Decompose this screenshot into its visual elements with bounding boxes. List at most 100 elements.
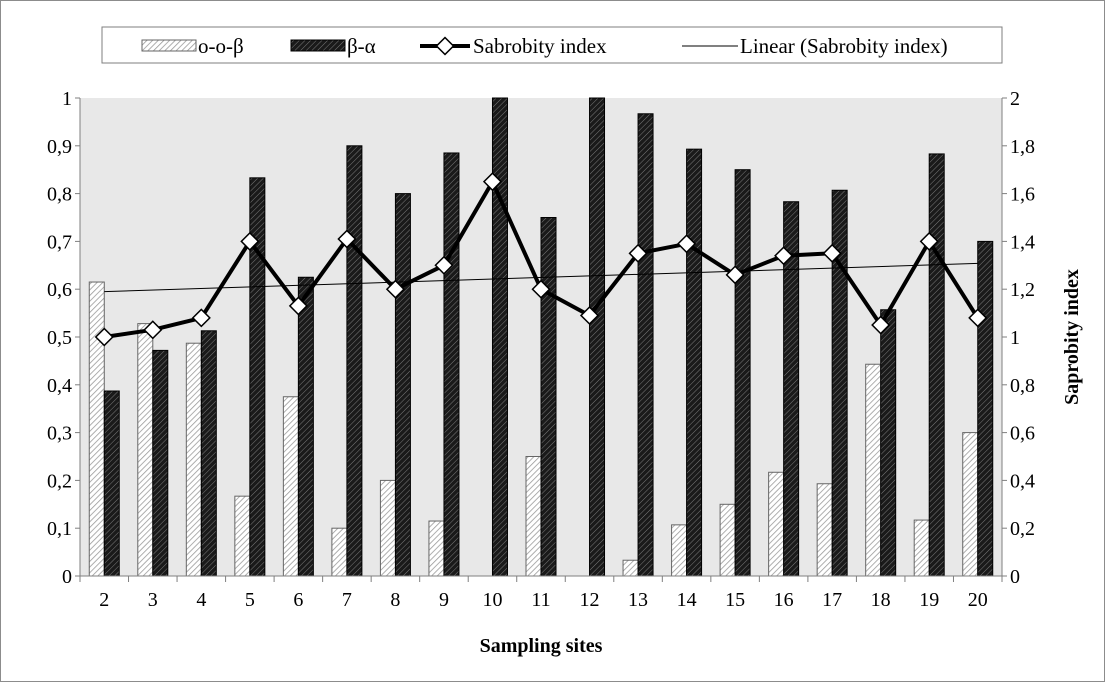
- bar-o-o-beta-site-19: [913, 519, 930, 577]
- lines-layer: [94, 172, 988, 347]
- marker-sabrobity-index-site-10: [482, 172, 503, 192]
- legend-swatch-dark-bars: [290, 39, 346, 52]
- x-tick-label-11: 11: [531, 589, 550, 611]
- bar-beta-alpha-site-14: [686, 148, 703, 577]
- bar-beta-alpha-site-10: [491, 97, 508, 577]
- y2-tick-label: 2: [1010, 88, 1020, 110]
- marker-sabrobity-index-site-13: [628, 243, 648, 263]
- bar-beta-alpha-site-20: [977, 240, 994, 577]
- x-tick-label-14: 14: [677, 589, 697, 611]
- marker-sabrobity-index-site-20: [968, 308, 988, 328]
- marker-sabrobity-index-site-19: [919, 231, 939, 251]
- bar-o-o-beta-site-17: [816, 483, 833, 577]
- x-tick-label-19: 19: [919, 589, 939, 611]
- x-tick-label-12: 12: [580, 589, 600, 611]
- bar-o-o-beta-site-13: [622, 559, 639, 577]
- x-tick-label-7: 7: [342, 589, 352, 611]
- marker-sabrobity-index-site-12: [579, 305, 600, 326]
- marker-sabrobity-index-site-3: [143, 320, 163, 340]
- y-tick-label: 0,2: [47, 470, 72, 492]
- marker-sabrobity-index-site-2: [94, 327, 114, 347]
- bar-o-o-beta-site-15: [719, 503, 736, 577]
- marker-sabrobity-index-site-14: [677, 234, 697, 254]
- y-tick-label: 1: [62, 88, 72, 110]
- y-tick-label: 0,5: [47, 327, 72, 349]
- x-tick-label-15: 15: [725, 589, 745, 611]
- marker-sabrobity-index-site-11: [531, 279, 551, 299]
- bar-o-o-beta-site-2: [88, 281, 105, 577]
- bar-beta-alpha-site-11: [540, 217, 557, 577]
- bar-o-o-beta-site-4: [185, 342, 202, 577]
- marker-sabrobity-index-site-15: [725, 265, 745, 285]
- legend-swatch-light-bars: [141, 39, 197, 52]
- x-tick-label-9: 9: [439, 589, 449, 611]
- y-tick-label: 0,9: [47, 136, 72, 158]
- bar-beta-alpha-site-15: [734, 169, 751, 577]
- y2-tick-label: 1: [1010, 327, 1020, 349]
- trendline-sabrobity-index: [104, 262, 978, 293]
- x-tick-label-18: 18: [871, 589, 891, 611]
- marker-sabrobity-index-site-18: [871, 315, 891, 335]
- bar-o-o-beta-site-3: [137, 323, 154, 577]
- y2-tick-label: 0: [1010, 566, 1020, 588]
- marker-sabrobity-index-site-7: [337, 229, 357, 249]
- y2-tick-label: 0,6: [1010, 423, 1035, 445]
- y2-tick-label: 1,2: [1010, 279, 1035, 301]
- bar-o-o-beta-site-9: [428, 520, 445, 577]
- bar-beta-alpha-site-13: [637, 113, 654, 577]
- bar-beta-alpha-site-6: [297, 276, 314, 577]
- y2-tick-label: 0,4: [1010, 470, 1035, 492]
- legend-label-linear-trend: Linear (Sabrobity index): [740, 34, 948, 58]
- ticks-layer: 00,10,20,30,40,50,60,70,80,9100,20,40,60…: [47, 88, 1035, 611]
- x-tick-label-3: 3: [148, 589, 158, 611]
- y-tick-label: 0,4: [47, 375, 72, 397]
- bar-o-o-beta-site-6: [282, 396, 299, 577]
- y-tick-label: 0,6: [47, 279, 72, 301]
- marker-sabrobity-index-site-17: [822, 243, 842, 263]
- bar-o-o-beta-site-20: [962, 432, 979, 577]
- x-tick-label-16: 16: [774, 589, 794, 611]
- legend-box: [101, 26, 1003, 64]
- bar-o-o-beta-site-8: [379, 479, 396, 577]
- marker-sabrobity-index-site-9: [434, 255, 454, 275]
- y2-tick-label: 0,2: [1010, 518, 1035, 540]
- x-axis-title: Sampling sites: [480, 635, 603, 657]
- bar-beta-alpha-site-12: [589, 97, 606, 577]
- y2-axis-title: Saprobity index: [1061, 269, 1083, 405]
- y-tick-label: 0,8: [47, 184, 72, 206]
- marker-sabrobity-index-site-8: [385, 279, 405, 299]
- bar-beta-alpha-site-2: [103, 390, 120, 577]
- marker-sabrobity-index-site-5: [240, 231, 260, 251]
- x-tick-label-10: 10: [482, 589, 502, 611]
- bar-beta-alpha-site-3: [152, 349, 169, 577]
- bar-beta-alpha-site-4: [200, 330, 217, 577]
- marker-sabrobity-index-site-16: [774, 246, 794, 266]
- y-tick-label: 0,7: [47, 231, 72, 253]
- x-tick-label-2: 2: [99, 589, 109, 611]
- bar-o-o-beta-site-16: [768, 471, 785, 577]
- y2-tick-label: 0,8: [1010, 375, 1035, 397]
- bar-beta-alpha-site-18: [880, 309, 897, 577]
- x-tick-label-13: 13: [628, 589, 648, 611]
- bar-o-o-beta-site-7: [331, 527, 348, 577]
- bar-beta-alpha-site-7: [346, 145, 363, 577]
- x-tick-label-8: 8: [390, 589, 400, 611]
- bar-o-o-beta-site-18: [865, 363, 882, 577]
- bar-beta-alpha-site-9: [443, 152, 460, 577]
- y-tick-label: 0,1: [47, 518, 72, 540]
- bar-o-o-beta-site-11: [525, 456, 542, 577]
- y2-tick-label: 1,8: [1010, 136, 1035, 158]
- bar-o-o-beta-site-14: [671, 524, 688, 577]
- bar-beta-alpha-site-19: [928, 153, 945, 577]
- legend-label-beta-alpha: β-α: [347, 34, 376, 58]
- legend-label-o-o-beta: o-o-β: [198, 34, 244, 58]
- x-tick-label-6: 6: [293, 589, 303, 611]
- y2-tick-label: 1,6: [1010, 184, 1035, 206]
- y2-tick-label: 1,4: [1010, 231, 1035, 253]
- marker-sabrobity-index-site-6: [288, 296, 308, 316]
- bar-o-o-beta-site-5: [234, 495, 251, 577]
- x-tick-label-17: 17: [822, 589, 842, 611]
- y-tick-label: 0: [62, 566, 72, 588]
- marker-sabrobity-index-site-4: [191, 308, 211, 328]
